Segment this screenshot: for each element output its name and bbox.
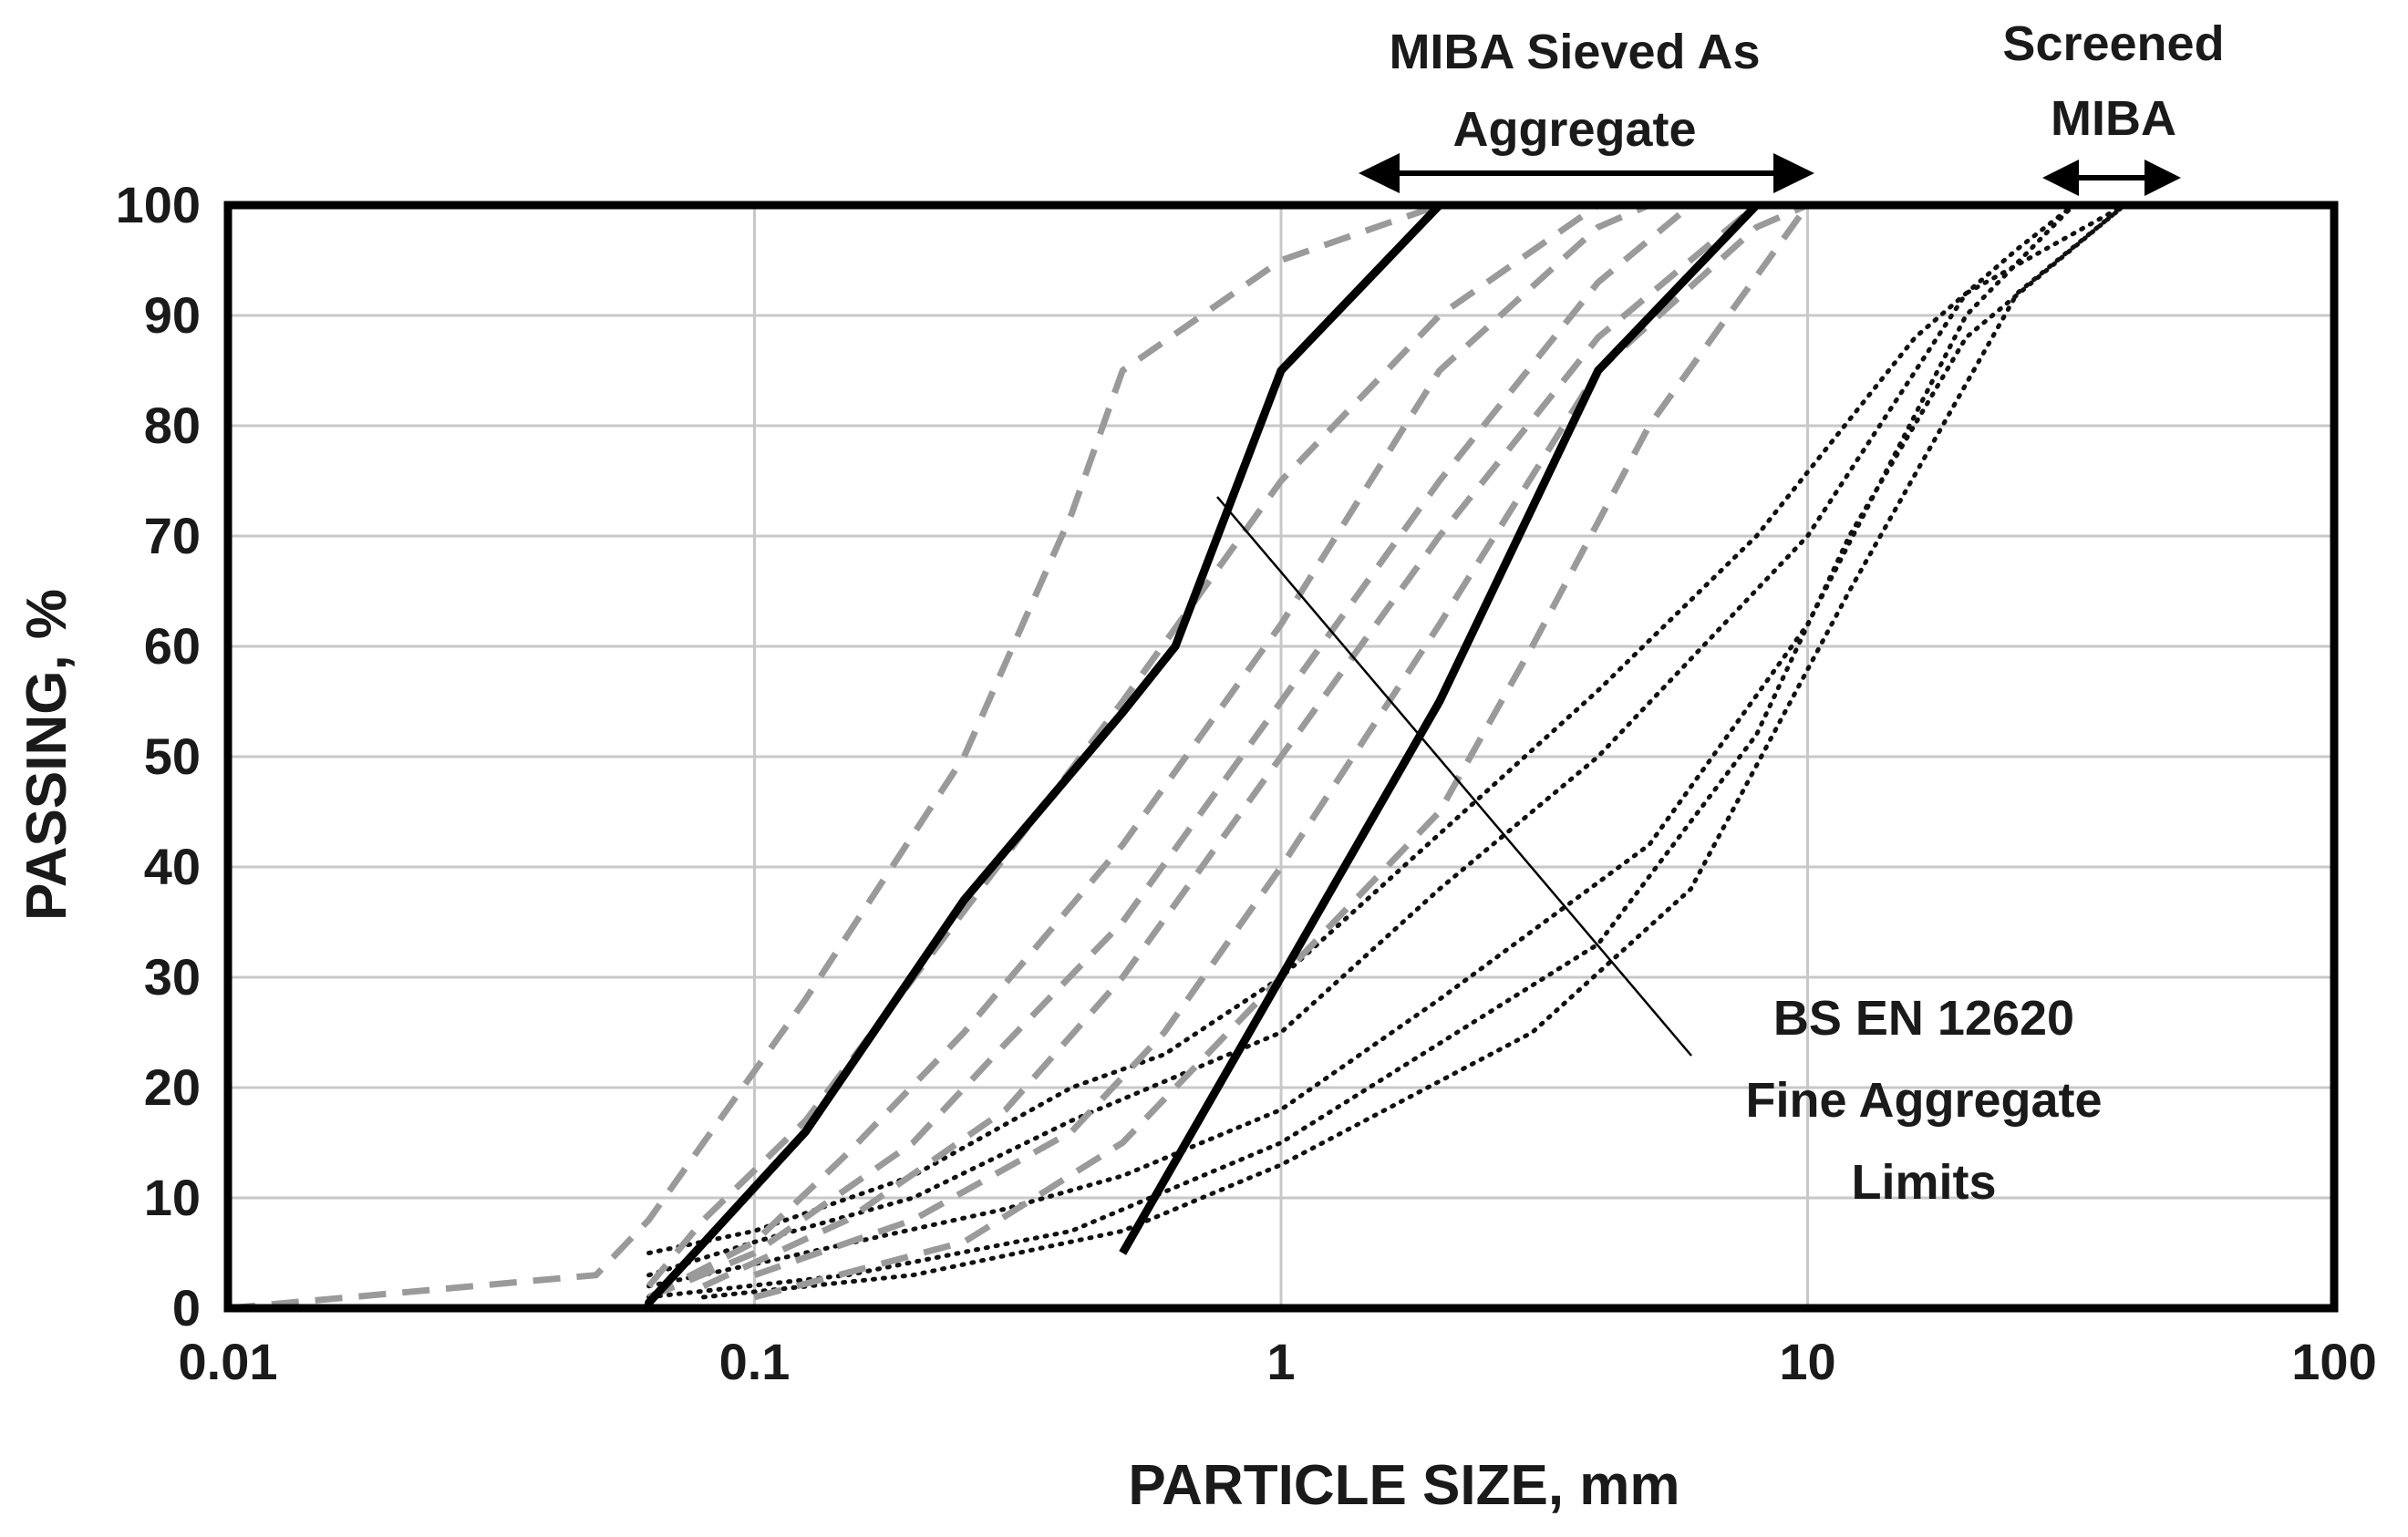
screened-range-annotation: Screened MIBA (2002, 16, 2225, 196)
sieved-series-7 (753, 202, 1811, 1301)
screened-series-1 (646, 202, 2076, 1255)
y-tick-label: 80 (144, 397, 201, 454)
sieved-series-3 (646, 201, 1651, 1301)
y-tick-label: 90 (144, 286, 201, 344)
screened-series-5 (701, 202, 2127, 1300)
y-tick-label: 20 (144, 1058, 201, 1116)
limits-series-2 (1119, 201, 1760, 1255)
y-tick-labels: 0 10 20 30 40 50 60 70 80 90 100 (116, 176, 201, 1336)
limits-leader-line (1216, 496, 1692, 1057)
y-tick-label: 100 (116, 176, 201, 233)
screened-series-4 (646, 202, 2127, 1300)
x-tick-label: 10 (1779, 1333, 1835, 1390)
screened-range-label-line2: MIBA (2051, 91, 2176, 146)
y-tick-label: 50 (144, 727, 201, 785)
sieved-range-arrow-left-head (1359, 153, 1400, 193)
x-tick-label: 0.1 (719, 1333, 791, 1390)
x-tick-label: 0.01 (179, 1333, 278, 1390)
plot-frame (223, 201, 2339, 1313)
series-layer (227, 201, 2127, 1312)
screened-series-2 (646, 202, 2127, 1278)
y-tick-label: 0 (172, 1279, 201, 1336)
sieved-range-annotation: MIBA Sieved As Aggregate (1359, 25, 1814, 193)
sieved-series-6 (753, 201, 1809, 1279)
y-tick-label: 60 (144, 617, 201, 675)
y-tick-label: 30 (144, 948, 201, 1006)
y-tick-label: 70 (144, 507, 201, 564)
limits-series-1 (645, 201, 1443, 1308)
screened-range-arrow-right-head (2144, 160, 2181, 196)
sieved-series-4 (647, 202, 1693, 1301)
x-tick-label: 100 (2291, 1333, 2376, 1390)
x-axis-title: PARTICLE SIZE, mm (1128, 1454, 1679, 1517)
limits-label-line2: Fine Aggregate (1745, 1073, 2102, 1128)
x-tick-label: 1 (1266, 1333, 1295, 1390)
sieved-range-arrow-right-head (1773, 153, 1814, 193)
sieved-range-label-line2: Aggregate (1452, 102, 1696, 157)
limits-label-line1: BS EN 12620 (1773, 991, 2074, 1046)
y-tick-label: 10 (144, 1169, 201, 1226)
y-axis-title: PASSING, % (16, 589, 78, 921)
screened-range-arrow-left-head (2042, 160, 2079, 196)
limits-annotation: BS EN 12620 Fine Aggregate Limits (1216, 496, 2103, 1210)
y-tick-label: 40 (144, 838, 201, 895)
x-tick-labels: 0.01 0.1 1 10 100 (179, 1333, 2377, 1390)
screened-range-label-line1: Screened (2002, 16, 2224, 71)
sieved-series-5 (702, 202, 1759, 1289)
limits-label-line3: Limits (1851, 1155, 1996, 1210)
sieved-series-1 (227, 201, 1441, 1312)
sieved-range-label-line1: MIBA Sieved As (1389, 25, 1760, 79)
